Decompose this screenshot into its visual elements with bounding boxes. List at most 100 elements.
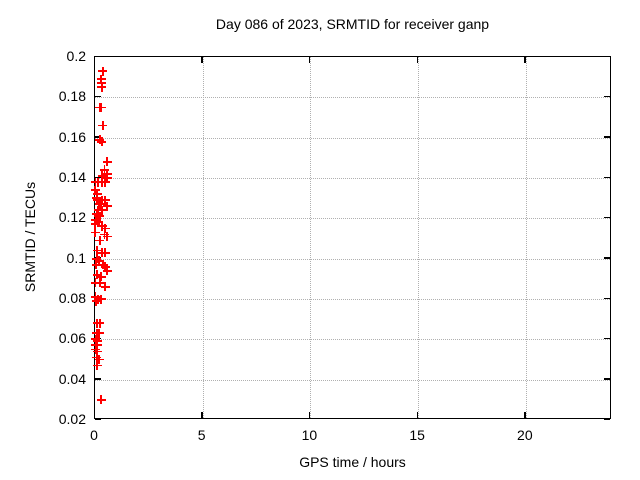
y-tick-label: 0.16	[58, 128, 86, 145]
tick-mark-x-top	[201, 57, 203, 63]
x-tick-label: 10	[301, 427, 318, 443]
x-tick-label: 5	[197, 427, 206, 443]
data-point	[100, 248, 110, 258]
data-point	[99, 229, 109, 239]
data-point	[95, 211, 105, 221]
gridline-y	[95, 258, 610, 260]
tick-mark-y-right	[604, 216, 610, 219]
tick-mark-x-top	[308, 57, 311, 63]
x-tick-label: 15	[409, 427, 425, 443]
data-point	[92, 346, 102, 356]
data-point	[92, 209, 102, 219]
tick-mark-y-left	[95, 378, 101, 380]
data-point	[98, 121, 108, 131]
data-point	[90, 227, 100, 237]
tick-mark-x-top	[93, 57, 95, 63]
tick-mark-x-bottom	[308, 412, 311, 418]
tick-mark-y-left	[95, 55, 101, 57]
data-point	[97, 171, 107, 181]
tick-mark-y-right	[604, 257, 610, 259]
data-point	[96, 272, 106, 282]
data-point	[92, 254, 102, 264]
data-point	[96, 294, 106, 304]
data-point	[94, 256, 104, 266]
tick-mark-y-left	[95, 176, 101, 178]
chart-title: Day 086 of 2023, SRMTID for receiver gan…	[215, 16, 490, 32]
data-point	[98, 260, 108, 270]
gridline-y	[95, 299, 610, 300]
data-point	[92, 195, 102, 205]
data-point	[92, 352, 102, 362]
tick-mark-y-left	[95, 136, 101, 138]
gridline-y	[95, 218, 610, 220]
tick-mark-y-left	[95, 418, 101, 420]
gridline-y	[95, 97, 610, 99]
data-point	[91, 260, 101, 270]
data-point	[102, 157, 112, 167]
plot-area	[90, 55, 611, 420]
tick-mark-x-bottom	[93, 412, 95, 418]
data-point	[95, 236, 105, 246]
tick-mark-y-left	[95, 95, 101, 98]
data-point	[100, 262, 110, 272]
data-point	[90, 344, 100, 354]
data-point	[94, 355, 104, 364]
x-tick-label: 0	[90, 427, 98, 443]
data-point	[90, 278, 100, 288]
y-tick-label: 0.08	[58, 290, 86, 306]
tick-mark-y-right	[604, 95, 610, 98]
gridline-x	[310, 57, 312, 418]
gridline-y	[95, 379, 610, 381]
x-axis-label: GPS time / hours	[299, 454, 406, 470]
y-tick-label: 0.04	[58, 370, 86, 387]
data-point	[92, 270, 102, 280]
tick-mark-y-right	[604, 297, 610, 299]
y-tick-label: 0.1	[66, 249, 86, 266]
data-point	[100, 195, 110, 205]
tick-mark-x-bottom	[524, 412, 526, 418]
data-point	[100, 282, 110, 292]
tick-mark-y-right	[604, 136, 610, 138]
y-axis-label-text: SRMTID / TECUs	[22, 181, 38, 293]
tick-mark-x-bottom	[416, 412, 419, 418]
data-point	[90, 185, 100, 195]
y-tick-label: 0.12	[58, 209, 86, 226]
data-point	[92, 340, 102, 350]
tick-mark-x-bottom	[201, 412, 203, 418]
y-tick-label: 0.18	[58, 88, 86, 105]
gridline-y	[95, 137, 610, 139]
gridline-x	[418, 57, 420, 418]
data-point	[102, 266, 112, 276]
data-point	[92, 246, 102, 256]
tick-mark-y-right	[604, 55, 610, 57]
data-point	[94, 328, 104, 338]
data-point	[90, 219, 100, 229]
y-tick-label: 0.02	[58, 411, 86, 427]
gridline-x	[525, 57, 527, 418]
tick-mark-y-right	[604, 176, 610, 178]
data-point	[92, 361, 102, 371]
data-point	[100, 223, 110, 233]
data-point	[95, 135, 105, 145]
data-point	[99, 165, 109, 175]
tick-mark-y-right	[604, 418, 610, 420]
data-point	[97, 205, 107, 215]
data-point	[96, 199, 106, 209]
data-point	[95, 278, 105, 288]
data-point	[97, 221, 107, 231]
tick-mark-y-right	[604, 337, 610, 340]
tick-mark-y-right	[604, 378, 610, 380]
data-point	[102, 201, 112, 211]
gridline-x	[202, 57, 204, 418]
data-point	[102, 231, 112, 241]
y-tick-label: 0.06	[58, 330, 86, 347]
data-point	[98, 66, 108, 76]
data-point	[100, 177, 110, 187]
data-point	[96, 395, 106, 405]
data-point	[95, 318, 105, 328]
data-point	[91, 296, 101, 306]
data-point	[96, 102, 106, 112]
y-tick-label: 0.2	[66, 48, 86, 64]
data-point	[93, 217, 103, 227]
data-point	[97, 82, 107, 92]
